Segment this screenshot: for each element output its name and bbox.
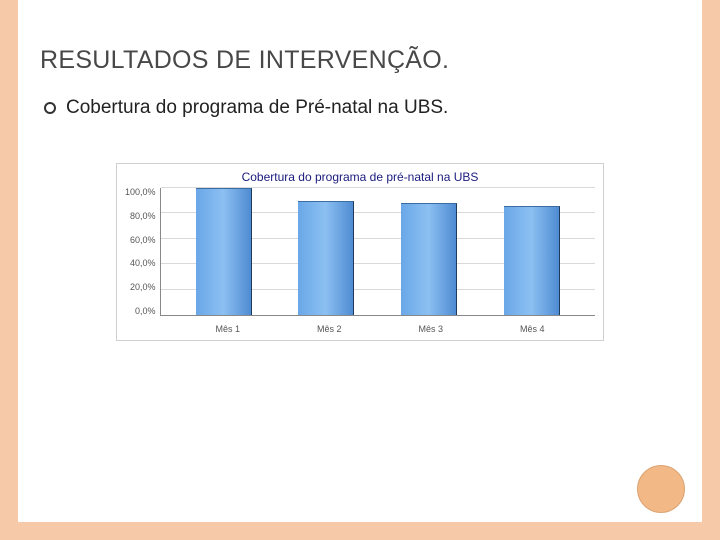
chart-body: 100,0% 80,0% 60,0% 40,0% 20,0% 0,0% [117, 188, 603, 320]
bar-mes-3 [401, 203, 457, 315]
x-tick: Mês 4 [504, 324, 560, 334]
x-labels: Mês 1 Mês 2 Mês 3 Mês 4 [165, 320, 595, 334]
y-tick: 80,0% [130, 212, 156, 221]
x-tick: Mês 1 [200, 324, 256, 334]
y-tick: 100,0% [125, 188, 156, 197]
y-tick: 20,0% [130, 283, 156, 292]
y-tick: 60,0% [130, 236, 156, 245]
x-axis: Mês 1 Mês 2 Mês 3 Mês 4 [117, 320, 603, 340]
y-tick: 40,0% [130, 259, 156, 268]
bars-container [161, 188, 595, 315]
bullet-text: Cobertura do programa de Pré-natal na UB… [66, 97, 448, 119]
bullet-ring-icon [44, 102, 56, 114]
coverage-chart: Cobertura do programa de pré-natal na UB… [116, 163, 604, 341]
bar-mes-2 [298, 201, 354, 315]
page-title: RESULTADOS DE INTERVENÇÃO. [0, 0, 720, 85]
y-tick: 0,0% [135, 307, 156, 316]
x-tick: Mês 2 [301, 324, 357, 334]
bullet-item: Cobertura do programa de Pré-natal na UB… [0, 85, 720, 119]
bar-mes-1 [196, 188, 252, 315]
chart-title: Cobertura do programa de pré-natal na UB… [117, 164, 603, 188]
x-tick: Mês 3 [403, 324, 459, 334]
bar-mes-4 [504, 206, 560, 315]
y-axis: 100,0% 80,0% 60,0% 40,0% 20,0% 0,0% [125, 188, 160, 316]
plot-area [160, 188, 595, 316]
decorative-circle-icon [636, 464, 686, 514]
